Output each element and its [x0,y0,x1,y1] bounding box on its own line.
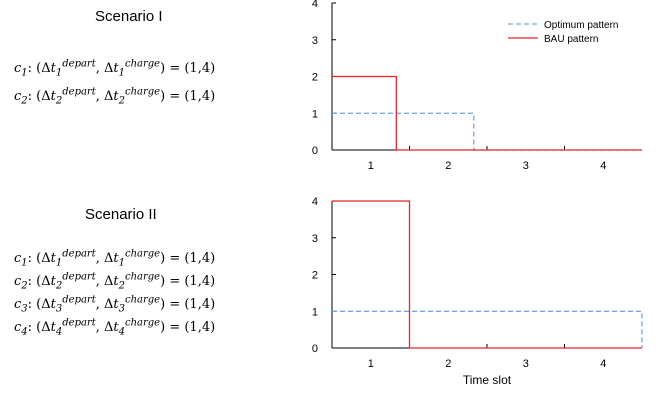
x-tick-label: 1 [368,358,374,370]
x-tick-label: 3 [523,160,529,172]
y-tick-label: 2 [312,270,318,282]
x-tick-label: 2 [445,160,451,172]
y-tick-label: 4 [312,0,318,10]
scenario-1-constraint-2: c2: (Δt2depart, Δt2charge) = (1,4) [14,86,216,107]
scenario-2-constraint-3: c3: (Δt3depart, Δt3charge) = (1,4) [14,294,216,315]
chart-2: 0 1 2 3 4 1 2 3 4 Time slot [312,196,643,387]
y-tick-label: 0 [312,343,318,355]
chart-1: 0 1 2 3 4 1 2 3 4 Optimum pattern BAU pattern [312,0,642,172]
x-tick-label: 1 [368,160,374,172]
scenario-2-title: Scenario II [85,206,157,223]
y-tick-label: 2 [312,72,318,84]
scenario-2-constraint-4: c4: (Δt4depart, Δt4charge) = (1,4) [14,317,216,338]
series-line-bau-pattern [332,200,642,349]
scenario-2-constraint-2: c2: (Δt2depart, Δt2charge) = (1,4) [14,271,216,292]
y-tick-label: 1 [312,306,318,318]
scenario-1-title: Scenario I [95,8,163,25]
y-tick-label: 3 [312,35,318,47]
legend-label: BAU pattern [544,34,598,45]
y-tick-label: 3 [312,233,318,245]
x-tick-label: 4 [600,358,606,370]
series-line-optimum-pattern [332,112,642,151]
x-tick-label: 3 [523,358,529,370]
x-tick-label: 2 [445,358,451,370]
series-line-optimum-pattern [332,310,643,348]
legend-label: Optimum pattern [544,20,618,31]
x-axis-label: Time slot [463,373,512,387]
y-tick-label: 1 [312,108,318,120]
y-tick-label: 4 [312,196,318,208]
scenario-2-constraint-1: c1: (Δt1depart, Δt1charge) = (1,4) [14,248,216,269]
x-tick-label: 4 [600,160,606,172]
scenario-1-constraint-1: c1: (Δt1depart, Δt1charge) = (1,4) [14,58,216,79]
y-tick-label: 0 [312,145,318,157]
series-line-bau-pattern [332,75,642,151]
